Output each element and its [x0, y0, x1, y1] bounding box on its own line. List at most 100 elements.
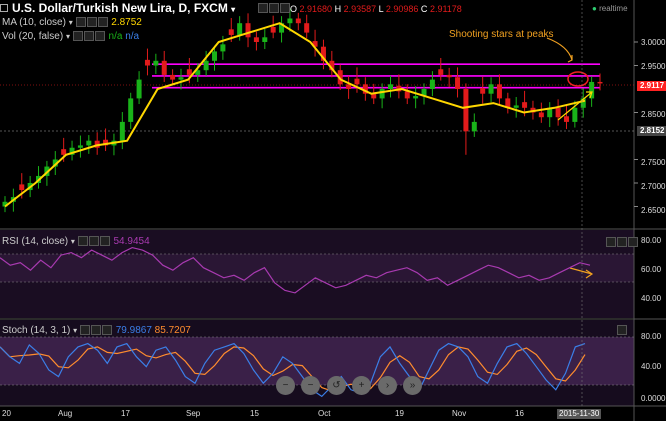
candle-body: [287, 18, 293, 24]
candle-body: [580, 98, 586, 108]
settings-icon[interactable]: [83, 31, 94, 42]
candle-body: [195, 70, 201, 75]
candle-body: [253, 37, 259, 42]
candle-body: [455, 77, 461, 89]
zoom-in-icon[interactable]: +: [352, 376, 371, 395]
trend-arrowhead: [586, 91, 593, 99]
current-price-tag: 2.9117: [637, 81, 666, 91]
annotation-arrowhead: [567, 55, 573, 63]
window-icon[interactable]: [0, 4, 8, 12]
settings-icon[interactable]: [269, 3, 279, 14]
candle-body: [387, 84, 393, 89]
candle-body: [522, 102, 528, 108]
candle-body: [421, 89, 427, 97]
ohlc-readout: O 2.91680 H 2.93587 L 2.90986 C 2.91178: [290, 4, 462, 14]
stoch-tick: 80.00: [641, 332, 662, 341]
candle-body: [136, 79, 142, 99]
candle-body: [144, 59, 150, 66]
candle-body: [379, 89, 385, 99]
eye-icon[interactable]: [77, 236, 88, 247]
candle-body: [446, 74, 452, 78]
candle-body: [304, 23, 310, 33]
x-tick: 17: [121, 409, 130, 418]
highlight-circle: [567, 71, 589, 87]
close-icon[interactable]: [99, 236, 110, 247]
stoch-d-line: [0, 346, 586, 392]
settings-icon[interactable]: [90, 325, 101, 336]
move-down-icon[interactable]: [617, 237, 627, 248]
eye-icon[interactable]: [79, 325, 90, 336]
zoom-out-icon[interactable]: −: [301, 376, 320, 395]
settings-icon[interactable]: [86, 17, 97, 28]
stoch-legend: Stoch (14, 3, 1) ▾ 79.9867 85.7207: [2, 325, 191, 336]
close-icon[interactable]: [94, 31, 105, 42]
annotation-text: Shooting stars at peaks: [449, 29, 554, 40]
scroll-end-icon[interactable]: »: [403, 376, 422, 395]
candle-body: [404, 91, 410, 99]
x-tick: 16: [515, 409, 524, 418]
candle-body: [471, 121, 477, 132]
x-tick: 19: [395, 409, 404, 418]
chevron-down-icon[interactable]: ▾: [68, 18, 73, 27]
candle-body: [119, 121, 125, 141]
x-tick: Oct: [318, 409, 331, 418]
live-dot-icon: ●: [592, 4, 597, 13]
candle-body: [496, 84, 502, 99]
candle-body: [86, 140, 92, 146]
trend-arrow: [557, 91, 593, 121]
candle-body: [77, 145, 83, 148]
chevron-down-icon[interactable]: ▾: [65, 32, 70, 41]
rsi-legend: RSI (14, close) ▾ 54.9454: [2, 236, 150, 247]
zoom-out-icon[interactable]: −: [276, 376, 295, 395]
move-up-icon[interactable]: [617, 325, 627, 336]
candle-body: [362, 84, 368, 94]
candle-body: [69, 147, 75, 155]
chevron-down-icon[interactable]: ▾: [231, 5, 236, 14]
close-icon[interactable]: [280, 3, 290, 14]
chevron-down-icon[interactable]: ▾: [73, 326, 78, 335]
scroll-right-icon[interactable]: ›: [378, 376, 397, 395]
reset-icon[interactable]: ↺: [327, 376, 346, 395]
candle-body: [203, 60, 209, 71]
candle-body: [337, 70, 343, 85]
chevron-down-icon[interactable]: ▾: [70, 237, 75, 246]
candle-body: [237, 23, 243, 35]
candle-body: [186, 69, 192, 75]
candle-body: [413, 96, 419, 99]
stoch-k-line: [0, 342, 586, 398]
candle-body: [572, 107, 578, 122]
candle-body: [354, 78, 360, 85]
candle-body: [312, 41, 318, 47]
candle-body: [128, 98, 134, 122]
close-icon[interactable]: [97, 17, 108, 28]
candle-body: [563, 116, 569, 122]
symbol-title: U.S. Dollar/Turkish New Lira, D, FXCM: [12, 1, 228, 15]
eye-icon[interactable]: [258, 3, 268, 14]
realtime-indicator: ● realtime: [592, 4, 628, 13]
candle-body: [463, 89, 469, 132]
candle-body: [170, 74, 176, 80]
candle-body: [212, 51, 218, 61]
price-tick: 2.8500: [641, 110, 666, 119]
move-up-icon[interactable]: [606, 237, 616, 248]
vol-value-2: n/a: [125, 31, 140, 42]
candle-body: [346, 84, 352, 89]
close-icon[interactable]: [101, 325, 112, 336]
close-icon[interactable]: [628, 237, 638, 248]
marked-level-tag: 2.8152: [637, 126, 666, 136]
eye-icon[interactable]: [75, 17, 86, 28]
candle-body: [220, 44, 226, 52]
candle-body: [61, 149, 67, 155]
rsi-tick: 40.00: [641, 294, 662, 303]
ma-value: 2.8752: [111, 17, 142, 28]
settings-icon[interactable]: [88, 236, 99, 247]
price-tick: 2.9500: [641, 62, 666, 71]
candle-body: [547, 107, 553, 118]
candle-body: [94, 140, 100, 148]
candle-body: [279, 23, 285, 33]
candle-body: [329, 60, 335, 71]
candle-body: [19, 184, 25, 191]
eye-icon[interactable]: [72, 31, 83, 42]
candle-body: [538, 112, 544, 118]
